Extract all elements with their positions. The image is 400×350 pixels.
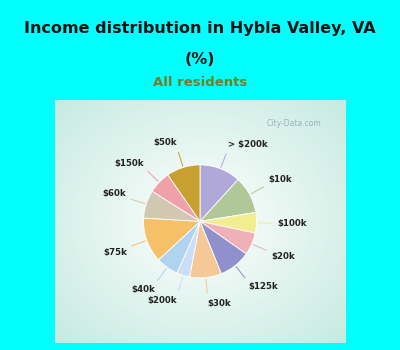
Text: $200k: $200k (147, 295, 177, 304)
Wedge shape (144, 191, 200, 222)
Text: $60k: $60k (102, 189, 126, 198)
Text: Income distribution in Hybla Valley, VA: Income distribution in Hybla Valley, VA (24, 21, 376, 36)
Text: All residents: All residents (153, 76, 247, 89)
Text: City-Data.com: City-Data.com (267, 119, 322, 128)
Text: > $200k: > $200k (228, 140, 268, 149)
Text: $125k: $125k (248, 282, 278, 291)
Wedge shape (200, 222, 255, 254)
Text: $100k: $100k (278, 219, 307, 228)
Text: $10k: $10k (268, 175, 292, 184)
Wedge shape (200, 212, 256, 233)
Text: $20k: $20k (271, 252, 295, 261)
Wedge shape (190, 222, 221, 278)
Text: $40k: $40k (131, 285, 155, 294)
Text: $50k: $50k (153, 138, 177, 147)
Text: $30k: $30k (208, 299, 232, 308)
Wedge shape (177, 222, 200, 277)
Wedge shape (158, 222, 200, 273)
Wedge shape (152, 175, 200, 222)
Text: $150k: $150k (114, 159, 144, 168)
Text: $75k: $75k (103, 247, 127, 257)
Wedge shape (144, 218, 200, 260)
Wedge shape (200, 222, 246, 274)
Wedge shape (200, 165, 238, 222)
Wedge shape (200, 180, 256, 222)
Text: (%): (%) (185, 52, 215, 67)
Wedge shape (168, 165, 200, 222)
